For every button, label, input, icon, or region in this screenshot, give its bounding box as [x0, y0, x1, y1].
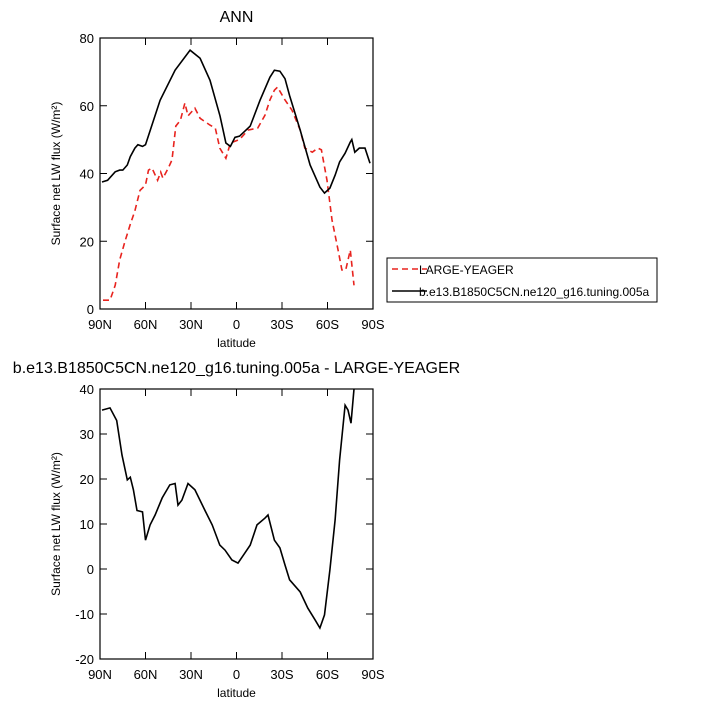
x-axis-label: latitude	[217, 686, 256, 700]
y-tick-label: 20	[80, 234, 94, 249]
data-line	[101, 49, 371, 195]
y-axis-label: Surface net LW flux (W/m²)	[49, 452, 63, 596]
x-tick-label: 60S	[316, 667, 339, 682]
y-axis-label: Surface net LW flux (W/m²)	[49, 102, 63, 246]
x-tick-label: 30S	[270, 667, 293, 682]
x-tick-label: 60N	[134, 667, 158, 682]
data-line	[101, 388, 355, 630]
y-tick-label: 20	[80, 472, 94, 487]
y-tick-label: 80	[80, 31, 94, 46]
x-tick-label: 90S	[361, 667, 384, 682]
plot-frame	[99, 37, 374, 310]
x-tick-label: 90N	[88, 317, 112, 332]
y-tick-label: -20	[75, 652, 94, 667]
chart-title: b.e13.B1850C5CN.ne120_g16.tuning.005a - …	[13, 360, 460, 377]
y-tick-label: 10	[80, 517, 94, 532]
y-tick-label: 0	[87, 562, 94, 577]
legend-label: b.e13.B1850C5CN.ne120_g16.tuning.005a	[419, 285, 650, 299]
x-tick-label: 60S	[316, 317, 339, 332]
x-tick-label: 30N	[179, 667, 203, 682]
y-tick-label: 60	[80, 99, 94, 114]
x-tick-label: 30S	[270, 317, 293, 332]
x-axis-label: latitude	[217, 336, 256, 350]
y-tick-label: 40	[80, 167, 94, 182]
x-tick-label: 0	[233, 667, 240, 682]
x-tick-label: 30N	[179, 317, 203, 332]
x-tick-label: 60N	[134, 317, 158, 332]
y-tick-label: 30	[80, 427, 94, 442]
chart-title: ANN	[220, 9, 254, 26]
y-tick-label: -10	[75, 607, 94, 622]
x-tick-label: 0	[233, 317, 240, 332]
y-tick-label: 40	[80, 382, 94, 397]
plot-frame	[99, 388, 374, 660]
data-line	[103, 85, 355, 301]
legend-frame	[386, 257, 658, 303]
legend-label: LARGE-YEAGER	[419, 263, 514, 277]
x-tick-label: 90N	[88, 667, 112, 682]
x-tick-label: 90S	[361, 317, 384, 332]
y-tick-label: 0	[87, 302, 94, 317]
